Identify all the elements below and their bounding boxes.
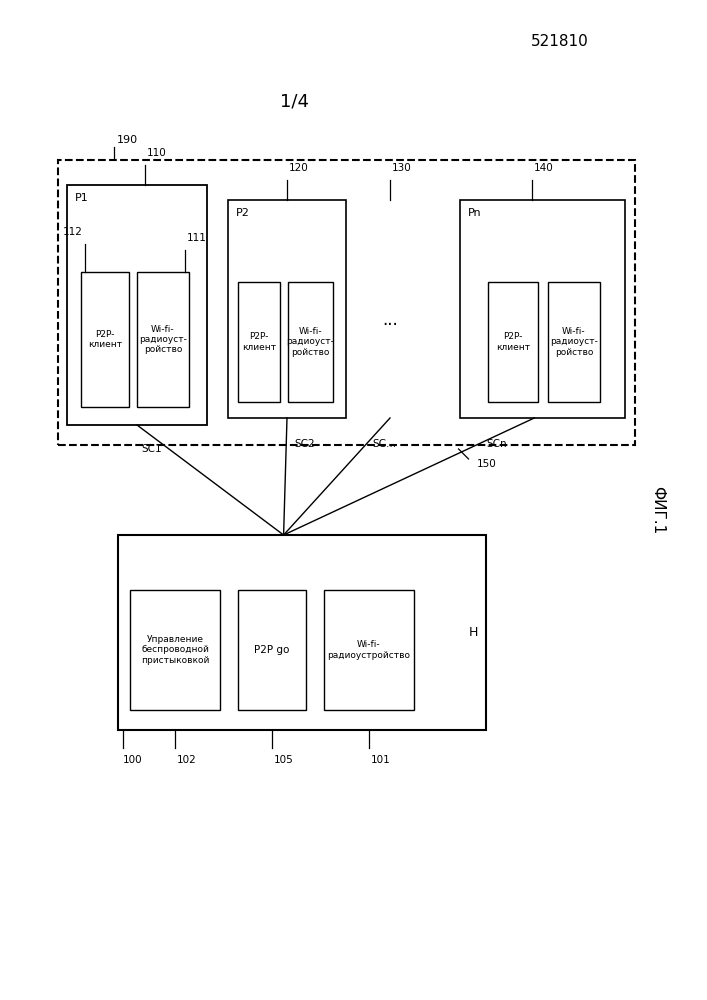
Bar bbox=[238, 590, 306, 710]
Bar bbox=[67, 185, 207, 425]
Text: SC1: SC1 bbox=[141, 444, 162, 454]
Text: SC2: SC2 bbox=[294, 439, 315, 449]
Bar bbox=[238, 282, 280, 402]
Text: P2P-
клиент: P2P- клиент bbox=[88, 330, 122, 349]
Bar bbox=[488, 282, 538, 402]
Text: 100: 100 bbox=[123, 755, 143, 765]
Bar bbox=[548, 282, 600, 402]
Text: ФИГ.1: ФИГ.1 bbox=[650, 486, 665, 534]
Text: Wi-fi-
радиоуст-
ройство: Wi-fi- радиоуст- ройство bbox=[286, 327, 334, 357]
Bar bbox=[137, 272, 189, 407]
Text: ...: ... bbox=[382, 311, 398, 329]
Text: 102: 102 bbox=[177, 755, 197, 765]
Text: 140: 140 bbox=[534, 163, 554, 173]
Bar bbox=[288, 282, 333, 402]
Text: 190: 190 bbox=[117, 135, 138, 145]
Text: Wi-fi-
радиоуст-
ройство: Wi-fi- радиоуст- ройство bbox=[550, 327, 598, 357]
Text: SC...: SC... bbox=[373, 439, 397, 449]
Text: P2P-
клиент: P2P- клиент bbox=[242, 332, 276, 352]
Bar bbox=[58, 160, 635, 445]
Text: 150: 150 bbox=[477, 459, 496, 469]
Text: P2P go: P2P go bbox=[255, 645, 290, 655]
Text: SCn: SCn bbox=[487, 439, 508, 449]
Text: H: H bbox=[469, 626, 478, 639]
Text: 130: 130 bbox=[392, 163, 411, 173]
Bar bbox=[81, 272, 129, 407]
Text: 105: 105 bbox=[274, 755, 293, 765]
Text: P2P-
клиент: P2P- клиент bbox=[496, 332, 530, 352]
Bar bbox=[324, 590, 414, 710]
Text: 521810: 521810 bbox=[531, 34, 589, 49]
Text: Wi-fi-
радиоустройство: Wi-fi- радиоустройство bbox=[327, 640, 411, 660]
Text: 120: 120 bbox=[289, 163, 309, 173]
Text: Управление
беспроводной
пристыковкой: Управление беспроводной пристыковкой bbox=[141, 635, 209, 665]
Text: 101: 101 bbox=[371, 755, 391, 765]
Text: Wi-fi-
радиоуст-
ройство: Wi-fi- радиоуст- ройство bbox=[139, 325, 187, 354]
Text: P2: P2 bbox=[236, 208, 250, 218]
Text: Pn: Pn bbox=[468, 208, 481, 218]
Text: 110: 110 bbox=[147, 148, 167, 158]
Text: 112: 112 bbox=[63, 227, 83, 237]
Bar bbox=[460, 200, 625, 418]
Text: 111: 111 bbox=[187, 233, 207, 243]
Text: P1: P1 bbox=[75, 193, 89, 203]
Text: 1/4: 1/4 bbox=[281, 93, 310, 111]
Bar bbox=[118, 535, 486, 730]
Bar bbox=[130, 590, 220, 710]
Bar bbox=[228, 200, 346, 418]
